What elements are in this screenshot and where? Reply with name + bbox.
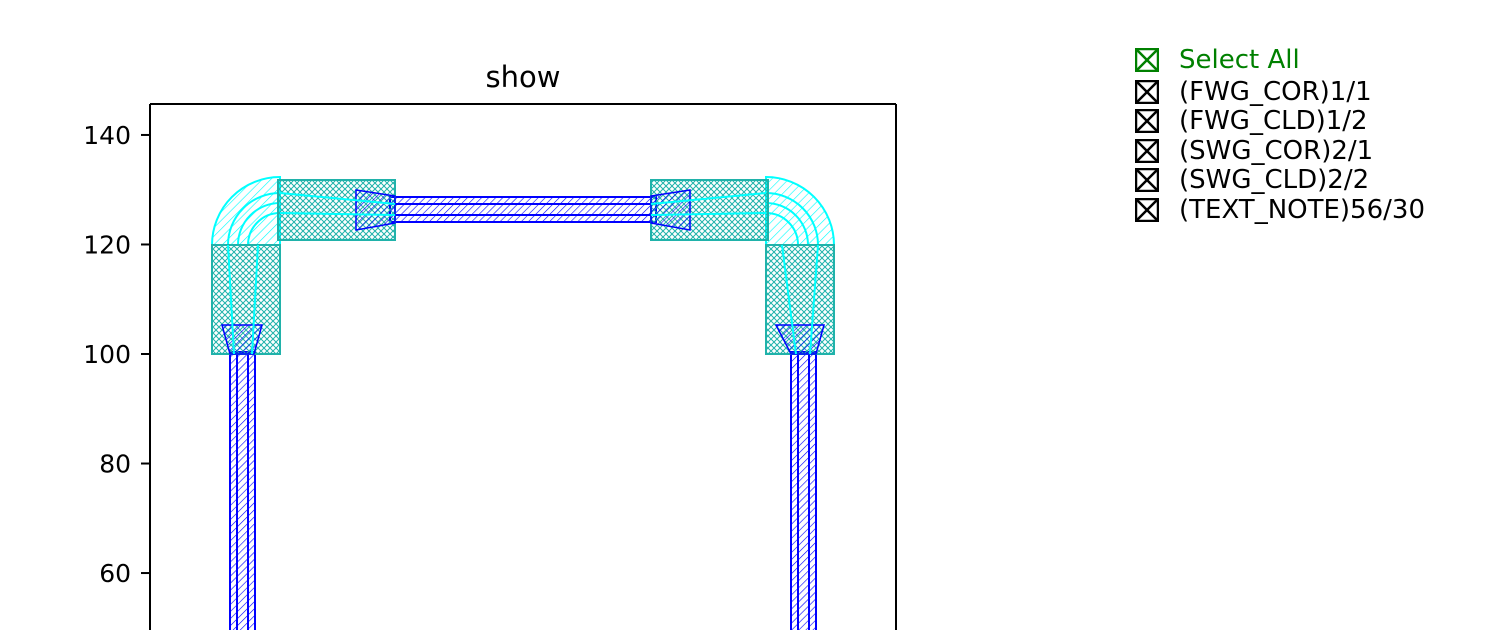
taper-right-horizontal (650, 179, 769, 241)
y-tick-label: 140 (83, 121, 131, 150)
checked-box-icon (1135, 79, 1159, 104)
waveguide-right-straight (790, 351, 817, 630)
checked-box-icon (1135, 168, 1159, 193)
bend-top-right (765, 175, 836, 246)
checked-box-icon (1135, 197, 1159, 222)
axes-frame (149, 103, 897, 630)
layer-label: (FWG_COR)1/1 (1179, 76, 1372, 107)
y-tick-label: 100 (83, 340, 131, 369)
taper-right-vertical (765, 244, 835, 355)
layout-geometry (210, 175, 836, 630)
y-tick-label: 80 (99, 450, 131, 479)
layer-label: (SWG_COR)2/1 (1179, 135, 1374, 166)
waveguide-left-straight (229, 351, 256, 630)
y-tick-label: 120 (83, 230, 131, 259)
layer-checkbox[interactable]: (TEXT_NOTE)56/30 (1135, 195, 1425, 225)
checked-box-icon (1135, 48, 1159, 72)
taper-left-horizontal (277, 179, 396, 241)
layer-label: (TEXT_NOTE)56/30 (1179, 194, 1425, 225)
select-all-label: Select All (1179, 45, 1300, 75)
layer-checkbox[interactable]: (SWG_CLD)2/2 (1135, 166, 1425, 196)
layer-label: (SWG_CLD)2/2 (1179, 165, 1370, 196)
taper-left-vertical (211, 244, 281, 355)
y-tick-label: 60 (99, 559, 131, 588)
bend-top-left (210, 175, 281, 246)
layer-label: (FWG_CLD)1/2 (1179, 106, 1368, 137)
checked-box-icon (1135, 138, 1159, 163)
layer-checkbox[interactable]: (FWG_CLD)1/2 (1135, 107, 1425, 137)
y-axis-ticks: 60 80 100 120 140 (83, 121, 150, 588)
waveguide-top-straight (389, 196, 657, 223)
layer-legend: Select All (FWG_COR)1/1 (FWG_CLD)1/2 (SWG_… (1135, 45, 1425, 225)
checked-box-icon (1135, 109, 1159, 134)
select-all-checkbox[interactable]: Select All (1135, 45, 1425, 75)
layer-checkbox-list: (FWG_COR)1/1 (FWG_CLD)1/2 (SWG_COR)2/1 (SWG… (1135, 77, 1425, 225)
chart-title: show (486, 60, 561, 94)
layer-checkbox[interactable]: (FWG_COR)1/1 (1135, 77, 1425, 107)
layer-checkbox[interactable]: (SWG_COR)2/1 (1135, 136, 1425, 166)
